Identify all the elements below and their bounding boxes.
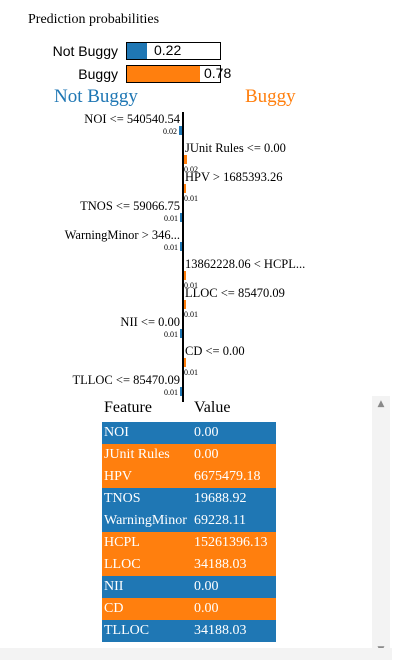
explanation-bar <box>180 329 182 338</box>
explanation-bar <box>184 184 186 193</box>
explanation-weight: 0.01 <box>184 310 198 319</box>
table-row: JUnit Rules 0.00 <box>102 444 276 466</box>
explanation-bar <box>184 300 186 309</box>
value-cell: 19688.92 <box>194 491 247 506</box>
probability-row: Buggy 0.78 <box>0 65 400 83</box>
explanation-weight: 0.01 <box>184 368 198 377</box>
probability-row: Not Buggy 0.22 <box>0 42 400 60</box>
explanation-feature-label: 13862228.06 < HCPL... <box>185 257 306 271</box>
explanation-feature-label: LLOC <= 85470.09 <box>185 286 285 300</box>
value-column-header: Value <box>194 399 231 416</box>
probability-bar <box>126 42 221 60</box>
value-cell: 34188.03 <box>194 557 247 572</box>
value-cell: 0.00 <box>194 447 219 462</box>
explanation-bar <box>184 358 186 367</box>
value-cell: 0.00 <box>194 579 219 594</box>
probability-fill <box>127 66 200 82</box>
explanation-bar <box>184 271 186 280</box>
explanation-feature-label: NII <= 0.00 <box>120 315 180 329</box>
explanation-weight: 0.01 <box>164 243 178 252</box>
probability-label: Not Buggy <box>52 43 118 59</box>
table-row: HCPL 15261396.13 <box>102 532 276 554</box>
not-buggy-header: Not Buggy <box>54 86 138 107</box>
table-row: TLLOC 34188.03 <box>102 620 276 642</box>
table-header-row: Feature Value <box>102 396 276 422</box>
probability-value: 0.22 <box>154 42 182 58</box>
explanation-weight: 0.02 <box>163 127 177 136</box>
explanation-bar <box>184 155 187 164</box>
arrow-up-icon[interactable]: ▲ <box>377 399 385 409</box>
table-row: HPV 6675479.18 <box>102 466 276 488</box>
explanation-bar <box>180 242 182 251</box>
explanation-weight: 0.01 <box>164 330 178 339</box>
feature-cell: NII <box>104 579 124 594</box>
explanation-feature-label: WarningMinor > 346... <box>64 228 180 242</box>
feature-value-table: Feature Value NOI 0.00 JUnit Rules 0.00 HPV 6… <box>102 396 276 642</box>
value-cell: 34188.03 <box>194 623 247 638</box>
vertical-scrollbar[interactable]: ▲ ▼ <box>372 396 390 658</box>
explanation-weight: 0.01 <box>164 214 178 223</box>
feature-cell: HCPL <box>104 535 140 550</box>
feature-cell: HPV <box>104 469 133 484</box>
explanation-bar <box>180 387 182 396</box>
buggy-header: Buggy <box>245 86 296 107</box>
feature-cell: TLLOC <box>104 623 150 638</box>
explanation-weight: 0.01 <box>164 388 178 397</box>
table-row: NII 0.00 <box>102 576 276 598</box>
probability-bar <box>126 65 221 83</box>
probability-value: 0.78 <box>204 65 232 81</box>
feature-column-header: Feature <box>104 399 152 416</box>
probability-fill <box>127 43 147 59</box>
feature-cell: WarningMinor <box>104 513 187 528</box>
feature-cell: JUnit Rules <box>104 447 170 462</box>
explanation-feature-label: CD <= 0.00 <box>185 344 245 358</box>
value-cell: 0.00 <box>194 425 219 440</box>
feature-explanation-chart: NOI <= 540540.54 0.02 JUnit Rules <= 0.00 0… <box>0 112 400 402</box>
explanation-bar <box>179 126 182 135</box>
explanation-feature-label: TNOS <= 59066.75 <box>80 199 180 213</box>
feature-cell: NOI <box>104 425 129 440</box>
probability-label: Buggy <box>78 66 118 82</box>
table-row: NOI 0.00 <box>102 422 276 444</box>
value-cell: 15261396.13 <box>194 535 268 550</box>
explanation-feature-label: TLLOC <= 85470.09 <box>72 373 181 387</box>
table-row: CD 0.00 <box>102 598 276 620</box>
explanation-weight: 0.01 <box>184 281 198 290</box>
prediction-probabilities-title: Prediction probabilities <box>28 12 160 27</box>
explanation-weight: 0.01 <box>184 194 198 203</box>
value-cell: 6675479.18 <box>194 469 261 484</box>
feature-cell: LLOC <box>104 557 141 572</box>
table-row: LLOC 34188.03 <box>102 554 276 576</box>
table-row: WarningMinor 69228.11 <box>102 510 276 532</box>
explanation-bar <box>180 213 182 222</box>
value-cell: 0.00 <box>194 601 219 616</box>
explanation-weight: 0.02 <box>184 165 198 174</box>
horizontal-scrollbar[interactable] <box>0 648 392 660</box>
explanation-feature-label: HPV > 1685393.26 <box>185 170 283 184</box>
table-row: TNOS 19688.92 <box>102 488 276 510</box>
explanation-feature-label: JUnit Rules <= 0.00 <box>185 141 286 155</box>
value-cell: 69228.11 <box>194 513 246 528</box>
feature-cell: TNOS <box>104 491 141 506</box>
explanation-feature-label: NOI <= 540540.54 <box>84 112 180 126</box>
feature-value-table-panel[interactable]: Feature Value NOI 0.00 JUnit Rules 0.00 HPV 6… <box>0 396 392 658</box>
feature-cell: CD <box>104 601 124 616</box>
explanation-axis <box>182 112 184 402</box>
